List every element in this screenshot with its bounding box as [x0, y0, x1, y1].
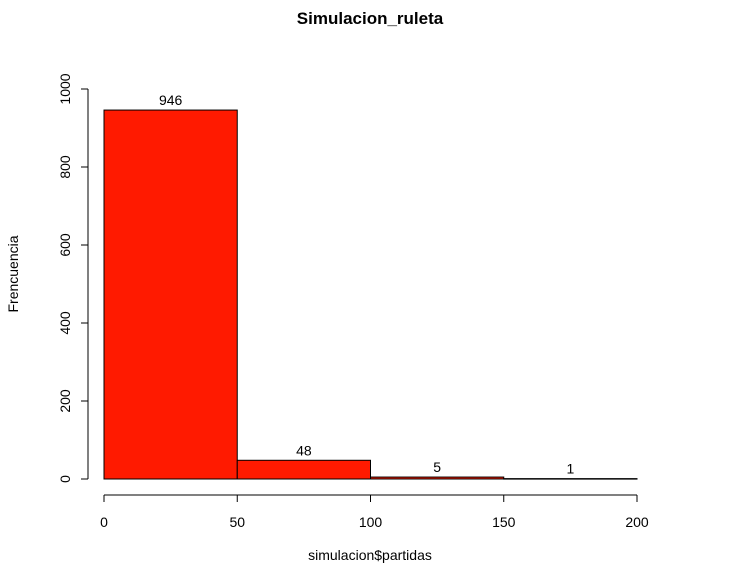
bar-2 — [370, 476, 505, 480]
bar-1 — [236, 459, 371, 480]
x-tick-label-2: 100 — [359, 514, 383, 530]
y-tick-label-5: 1000 — [57, 73, 73, 104]
data-label-1: 48 — [296, 442, 312, 458]
data-label-3: 1 — [566, 461, 574, 477]
x-tick-label-3: 150 — [492, 514, 516, 530]
data-label-0: 946 — [159, 92, 183, 108]
y-axis: 0 200 400 600 800 1000 — [57, 73, 89, 483]
data-label-2: 5 — [433, 459, 441, 475]
x-axis-label: simulacion$partidas — [308, 547, 432, 563]
x-axis: 0 50 100 150 200 — [100, 494, 649, 530]
y-tick-label-0: 0 — [57, 475, 73, 483]
y-tick-label-3: 600 — [57, 233, 73, 257]
x-tick-label-1: 50 — [229, 514, 245, 530]
x-tick-label-4: 200 — [625, 514, 649, 530]
bar-3 — [503, 478, 638, 480]
bars-group: 946 48 5 1 — [103, 92, 638, 480]
x-tick-label-0: 0 — [100, 514, 108, 530]
y-tick-label-1: 200 — [57, 389, 73, 413]
y-axis-label: Frencuencia — [5, 235, 21, 312]
y-tick-label-4: 800 — [57, 155, 73, 179]
bar-0 — [103, 109, 238, 480]
y-tick-label-2: 400 — [57, 311, 73, 335]
chart-title: Simulacion_ruleta — [297, 9, 444, 28]
